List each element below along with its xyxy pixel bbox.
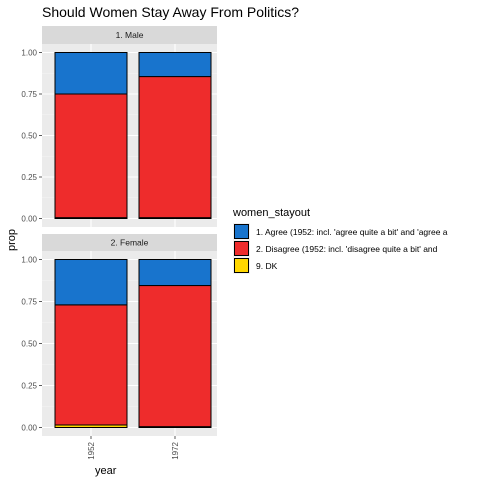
legend-label: 1. Agree (1952: incl. 'agree quite a bit… [256, 227, 448, 237]
legend-label: 9. DK [256, 261, 278, 271]
facet-strip [42, 234, 217, 251]
y-axis-title: prop [6, 229, 18, 251]
y-tick-label: 0.25 [21, 173, 37, 182]
facet-strip-label: 1. Male [116, 30, 144, 40]
x-tick-label: 1972 [171, 441, 180, 459]
bar-segment-disagree [54, 93, 128, 219]
bar-segment-disagree [138, 285, 212, 428]
legend: women_stayout 1. Agree (1952: incl. 'agr… [232, 207, 448, 274]
y-tick-label: 1.00 [21, 256, 37, 265]
facet-strip-label: 2. Female [111, 238, 149, 248]
legend-swatch [234, 224, 249, 239]
y-tick-label: 0.00 [21, 215, 37, 224]
legend-label: 2. Disagree (1952: incl. 'disagree quite… [256, 244, 438, 254]
facet-panels: 1. Male 0.00 0.25 0.50 0.75 1.00 2. Female 0.00… [21, 26, 217, 460]
bar-segment-disagree [54, 304, 128, 426]
bar-segment-agree [54, 52, 128, 95]
bar-segment-disagree [138, 76, 212, 219]
bar-segment-agree [138, 52, 212, 78]
y-tick-label: 0.75 [21, 298, 37, 307]
legend-swatch [234, 241, 249, 256]
x-axis-title: year [95, 465, 117, 477]
y-tick-label: 0.00 [21, 424, 37, 433]
y-tick-label: 0.75 [21, 90, 37, 99]
y-tick-label: 0.50 [21, 340, 37, 349]
bar-segment-agree [138, 259, 212, 287]
bar-segment-agree [54, 259, 128, 306]
legend-swatch [234, 258, 249, 273]
x-tick-label: 1952 [87, 441, 96, 459]
y-tick-label: 1.00 [21, 49, 37, 58]
chart-title: Should Women Stay Away From Politics? [42, 4, 299, 20]
y-tick-label: 0.25 [21, 382, 37, 391]
legend-title: women_stayout [232, 207, 310, 219]
y-tick-label: 0.50 [21, 132, 37, 141]
facet-strip [42, 26, 217, 44]
